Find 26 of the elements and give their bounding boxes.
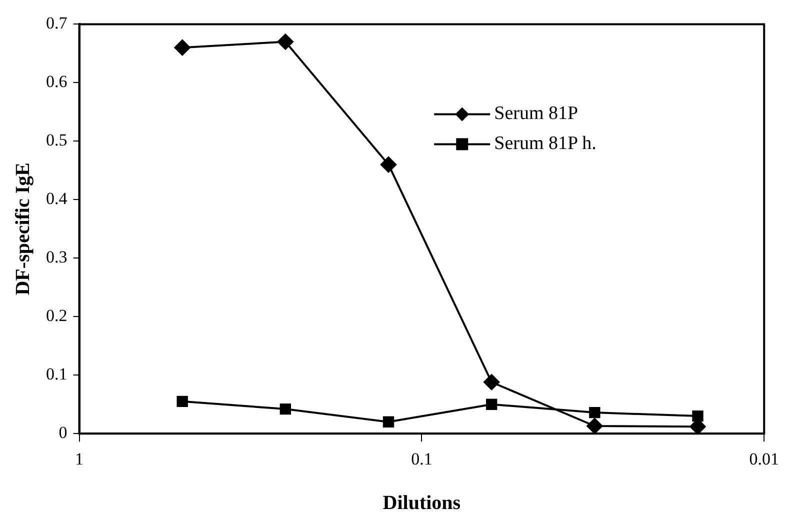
- x-axis-title: Dilutions: [382, 492, 461, 514]
- y-tick-label: 0.6: [46, 72, 68, 92]
- y-axis-title: DF-specific IgE: [12, 162, 34, 296]
- point: [382, 416, 394, 428]
- y-tick-label: 0.3: [46, 248, 68, 267]
- legend-label: Serum 81P: [494, 103, 578, 124]
- point: [586, 418, 603, 434]
- point: [692, 410, 704, 422]
- point: [484, 374, 500, 390]
- y-tick-label: 0.5: [46, 130, 68, 150]
- y-tick-label: 0: [58, 423, 68, 442]
- point: [280, 403, 292, 415]
- legend-label: Serum 81P h.: [494, 133, 596, 154]
- point: [380, 156, 396, 173]
- y-tick-label: 0.4: [46, 189, 68, 208]
- point: [589, 406, 600, 418]
- x-tick-label: 1: [75, 449, 84, 468]
- y-tick-label: 0.7: [46, 14, 68, 33]
- point: [174, 40, 190, 56]
- point: [176, 396, 188, 408]
- point: [277, 34, 294, 50]
- x-tick-label: 0.1: [411, 449, 432, 468]
- point: [486, 398, 498, 410]
- y-tick-label: 0.1: [46, 364, 68, 384]
- y-tick-label: 0.2: [46, 306, 68, 326]
- x-tick-label: 0.01: [749, 449, 779, 468]
